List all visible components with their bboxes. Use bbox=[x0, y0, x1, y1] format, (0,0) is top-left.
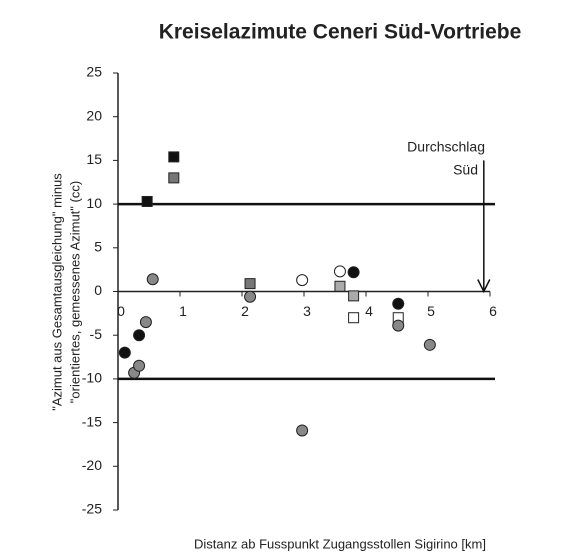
circle-point bbox=[244, 290, 257, 303]
circle-point bbox=[333, 265, 346, 278]
circle-point bbox=[139, 316, 152, 329]
square-point bbox=[348, 312, 360, 324]
square-point bbox=[141, 195, 153, 207]
annotation: Süd bbox=[453, 162, 478, 178]
square-point bbox=[168, 172, 180, 184]
x-tick-label: 1 bbox=[179, 303, 187, 319]
y-tick-label: 20 bbox=[86, 107, 102, 123]
x-tick-label: 2 bbox=[241, 303, 249, 319]
circle-point bbox=[296, 424, 309, 437]
x-tick-label: 3 bbox=[303, 303, 311, 319]
y-axis-label-line: "orientiertes, gemessenes Azimut" (cc) bbox=[67, 181, 82, 403]
x-axis-label: Distanz ab Fusspunkt Zugangsstollen Sigi… bbox=[194, 536, 486, 551]
x-tick-label: 6 bbox=[489, 303, 497, 319]
circle-point bbox=[423, 338, 436, 351]
circle-point bbox=[118, 346, 131, 359]
x-tick-label: 4 bbox=[365, 303, 373, 319]
square-point bbox=[168, 151, 180, 163]
circle-point bbox=[133, 359, 146, 372]
y-tick-label: -5 bbox=[90, 326, 103, 342]
square-point bbox=[334, 280, 346, 292]
y-tick-label: -15 bbox=[82, 413, 102, 429]
y-tick-label: 5 bbox=[94, 239, 102, 255]
arrow-head bbox=[477, 279, 491, 294]
y-tick-label: 0 bbox=[94, 282, 102, 298]
y-tick-label: 10 bbox=[86, 195, 102, 211]
y-tick-label: -10 bbox=[82, 370, 102, 386]
circle-point bbox=[392, 297, 405, 310]
y-tick-label: -25 bbox=[82, 501, 102, 517]
circle-point bbox=[296, 274, 309, 287]
y-tick-label: 15 bbox=[86, 151, 102, 167]
annotation: Durchschlag bbox=[407, 139, 485, 155]
circle-point bbox=[133, 329, 146, 342]
y-axis-label: "Azimut aus Gesamtausgleichung" minus "o… bbox=[49, 173, 82, 411]
chart-title: Kreiselazimute Ceneri Süd-Vortriebe bbox=[159, 21, 522, 44]
y-tick-label: 25 bbox=[86, 64, 102, 80]
square-point bbox=[348, 290, 360, 302]
y-tick-label: -20 bbox=[82, 457, 102, 473]
circle-point bbox=[347, 266, 360, 279]
square-point bbox=[244, 278, 256, 290]
circle-point bbox=[146, 273, 159, 286]
x-tick-label: 5 bbox=[427, 303, 435, 319]
y-axis-label-line: "Azimut aus Gesamtausgleichung" minus bbox=[49, 173, 64, 411]
x-tick-label: 0 bbox=[117, 303, 125, 319]
circle-point bbox=[392, 319, 405, 332]
